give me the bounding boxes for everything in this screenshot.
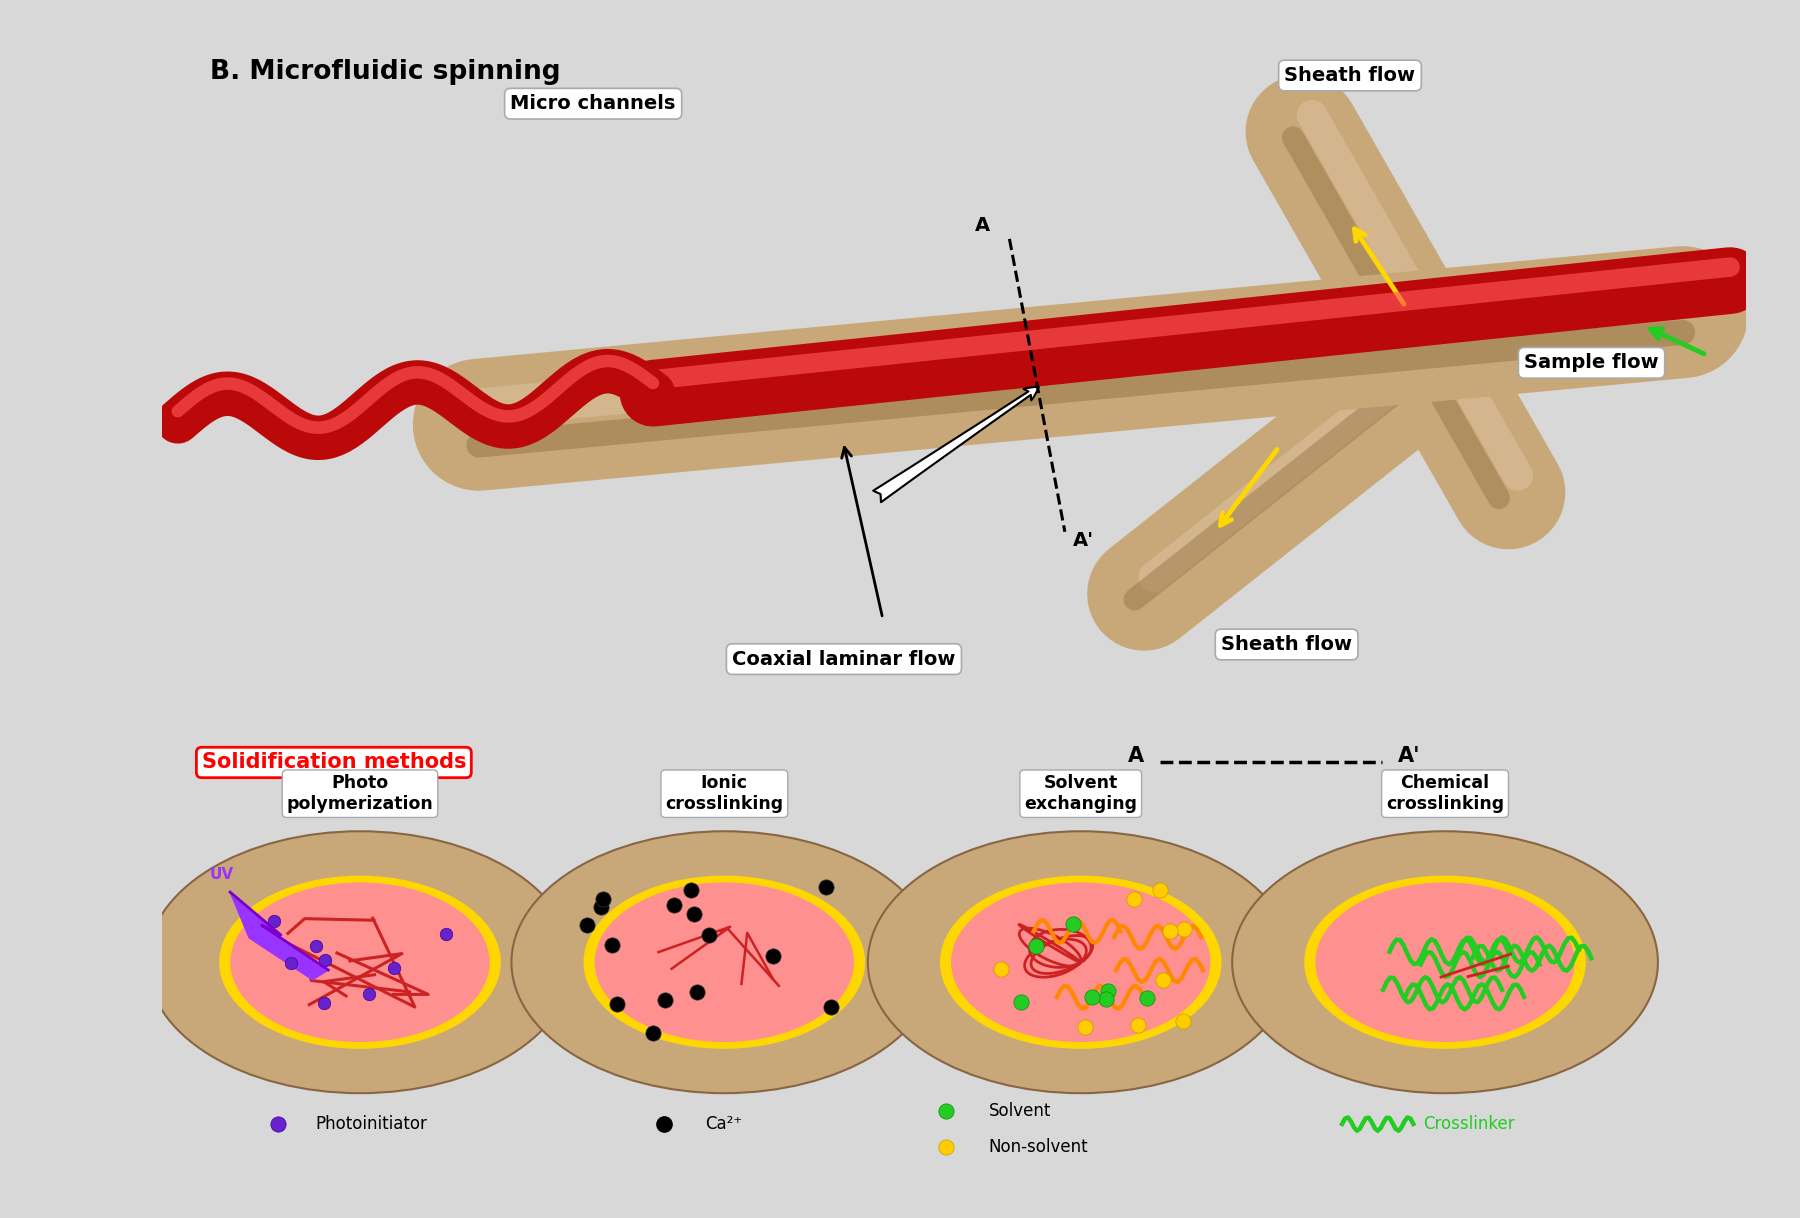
- Text: A': A': [1397, 747, 1420, 766]
- Ellipse shape: [220, 876, 500, 1049]
- Ellipse shape: [511, 831, 938, 1094]
- Text: Chemical
crosslinking: Chemical crosslinking: [1386, 775, 1505, 814]
- Text: A': A': [1073, 531, 1094, 551]
- Ellipse shape: [1316, 882, 1575, 1043]
- Text: B. Microfluidic spinning: B. Microfluidic spinning: [209, 58, 560, 84]
- Ellipse shape: [148, 831, 572, 1094]
- Text: A: A: [976, 216, 990, 235]
- Ellipse shape: [583, 876, 866, 1049]
- Text: Sheath flow: Sheath flow: [1285, 66, 1415, 85]
- Ellipse shape: [1305, 876, 1586, 1049]
- Text: Photoinitiator: Photoinitiator: [315, 1114, 428, 1133]
- Text: Sample flow: Sample flow: [1525, 353, 1660, 373]
- Text: Ionic
crosslinking: Ionic crosslinking: [666, 775, 783, 814]
- Polygon shape: [230, 892, 328, 979]
- Text: Micro channels: Micro channels: [511, 94, 675, 113]
- Text: Crosslinker: Crosslinker: [1422, 1114, 1514, 1133]
- Text: Sheath flow: Sheath flow: [1220, 635, 1352, 654]
- Text: Non-solvent: Non-solvent: [988, 1139, 1089, 1156]
- Text: Coaxial laminar flow: Coaxial laminar flow: [733, 649, 956, 669]
- Ellipse shape: [230, 882, 490, 1043]
- Ellipse shape: [1233, 831, 1658, 1094]
- Ellipse shape: [950, 882, 1210, 1043]
- Text: UV: UV: [209, 867, 234, 882]
- Ellipse shape: [940, 876, 1222, 1049]
- Text: Solidification methods: Solidification methods: [202, 753, 466, 772]
- Text: Solvent
exchanging: Solvent exchanging: [1024, 775, 1138, 814]
- Ellipse shape: [594, 882, 853, 1043]
- Text: Photo
polymerization: Photo polymerization: [286, 775, 434, 814]
- Text: Solvent: Solvent: [988, 1102, 1051, 1121]
- Ellipse shape: [868, 831, 1294, 1094]
- Text: Ca²⁺: Ca²⁺: [706, 1114, 743, 1133]
- Text: A: A: [1129, 747, 1145, 766]
